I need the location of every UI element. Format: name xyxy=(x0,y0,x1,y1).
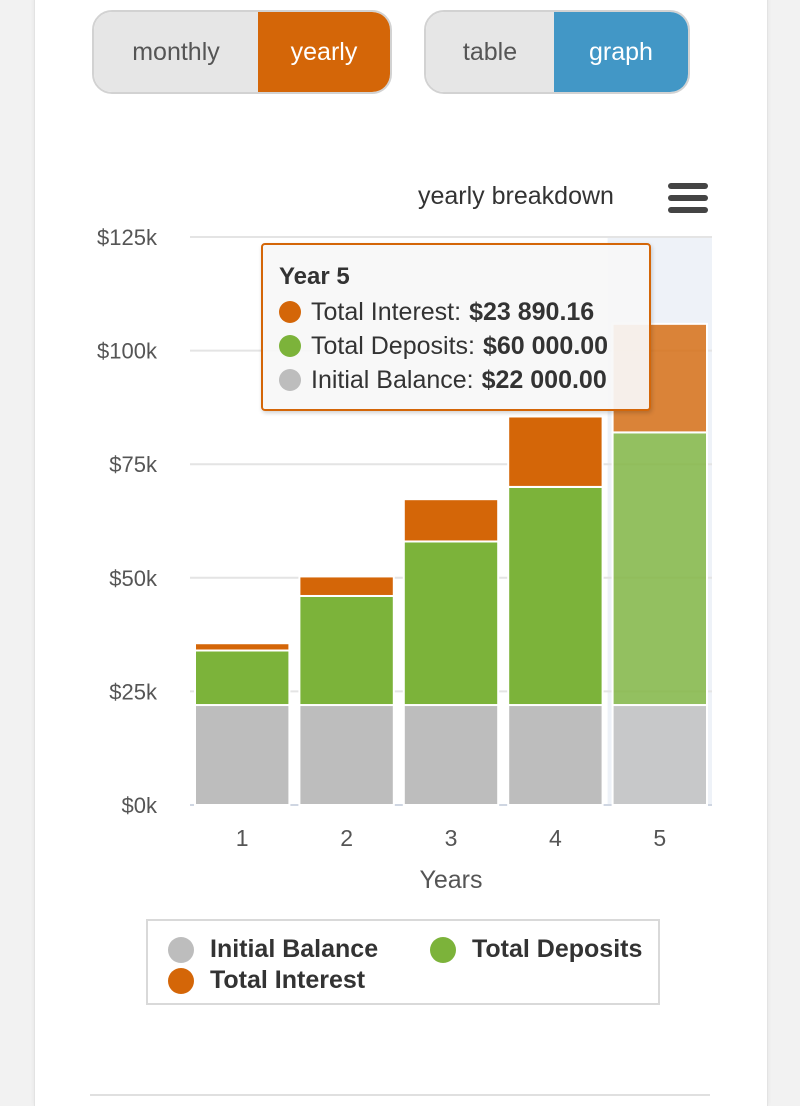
tooltip-label: Total Interest: xyxy=(311,297,462,326)
bar-segment-total-deposits xyxy=(611,431,708,707)
tooltip-row-deposits: Total Deposits: $60 000.00 xyxy=(279,329,633,363)
x-tick-label: 1 xyxy=(236,825,249,851)
y-tick-label: $50k xyxy=(109,566,158,591)
legend-item-total-interest[interactable]: Total Interest xyxy=(168,966,365,995)
interest-dot-icon xyxy=(279,301,301,323)
legend-label: Total Interest xyxy=(210,966,366,994)
bar-segment-total-deposits xyxy=(298,594,395,707)
bar-segment-initial-balance xyxy=(298,704,395,806)
tooltip-heading: Year 5 xyxy=(279,263,350,290)
bar-segment-total-interest xyxy=(298,575,395,597)
yearly-toggle-button[interactable]: yearly xyxy=(258,12,390,92)
y-tick-label: $25k xyxy=(109,679,158,704)
initial-dot-icon xyxy=(279,369,301,391)
bar-segment-initial-balance xyxy=(507,704,604,806)
y-tick-label: $0k xyxy=(122,793,158,818)
tooltip-row-interest: Total Interest: $23 890.16 xyxy=(279,295,633,329)
x-tick-label: 2 xyxy=(340,825,353,851)
bar-segment-total-interest xyxy=(194,642,291,652)
hamburger-menu-icon[interactable] xyxy=(668,183,708,215)
bar-segment-total-deposits xyxy=(194,649,291,707)
table-toggle-button[interactable]: table xyxy=(426,12,554,92)
bar-segment-initial-balance xyxy=(194,704,291,806)
y-tick-label: $100k xyxy=(97,339,158,364)
view-toggle: table graph xyxy=(424,10,690,94)
tooltip-row-initial: Initial Balance: $22 000.00 xyxy=(279,363,633,397)
bar-segment-total-deposits xyxy=(507,485,604,707)
legend-item-total-deposits[interactable]: Total Deposits xyxy=(430,935,642,964)
legend-label: Initial Balance xyxy=(210,935,379,963)
total-deposits-dot-icon xyxy=(430,936,456,963)
x-tick-label: 3 xyxy=(445,825,458,851)
bar-segment-total-interest xyxy=(507,415,604,488)
graph-toggle-button[interactable]: graph xyxy=(554,12,688,92)
tooltip-value: $60 000.00 xyxy=(482,331,609,360)
monthly-toggle-button[interactable]: monthly xyxy=(94,12,258,92)
tooltip-value: $22 000.00 xyxy=(481,365,607,394)
bar-segment-total-deposits xyxy=(402,540,500,707)
chart-legend: Initial Balance Total Deposits Total Int… xyxy=(146,919,660,1005)
legend-label: Total Deposits xyxy=(472,935,643,963)
legend-item-initial-balance[interactable]: Initial Balance xyxy=(168,935,378,964)
chart-title: yearly breakdown xyxy=(418,182,614,210)
period-toggle: monthly yearly xyxy=(92,10,392,94)
tooltip-label: Total Deposits: xyxy=(311,331,475,360)
total-interest-dot-icon xyxy=(168,967,194,994)
y-tick-label: $75k xyxy=(109,452,158,477)
x-tick-label: 5 xyxy=(653,825,666,851)
tooltip-label: Initial Balance: xyxy=(311,365,474,394)
x-tick-label: 4 xyxy=(549,825,562,851)
divider xyxy=(90,1094,710,1096)
x-axis-title: Years xyxy=(419,866,482,894)
bar-segment-initial-balance xyxy=(402,704,500,806)
initial-balance-dot-icon xyxy=(168,936,194,963)
chart-tooltip: Year 5 Total Interest: $23 890.16 Total … xyxy=(261,243,651,411)
bar-segment-initial-balance xyxy=(611,704,708,806)
y-tick-label: $125k xyxy=(97,225,158,250)
tooltip-value: $23 890.16 xyxy=(469,297,595,326)
deposits-dot-icon xyxy=(279,335,301,357)
bar-segment-total-interest xyxy=(402,498,500,543)
